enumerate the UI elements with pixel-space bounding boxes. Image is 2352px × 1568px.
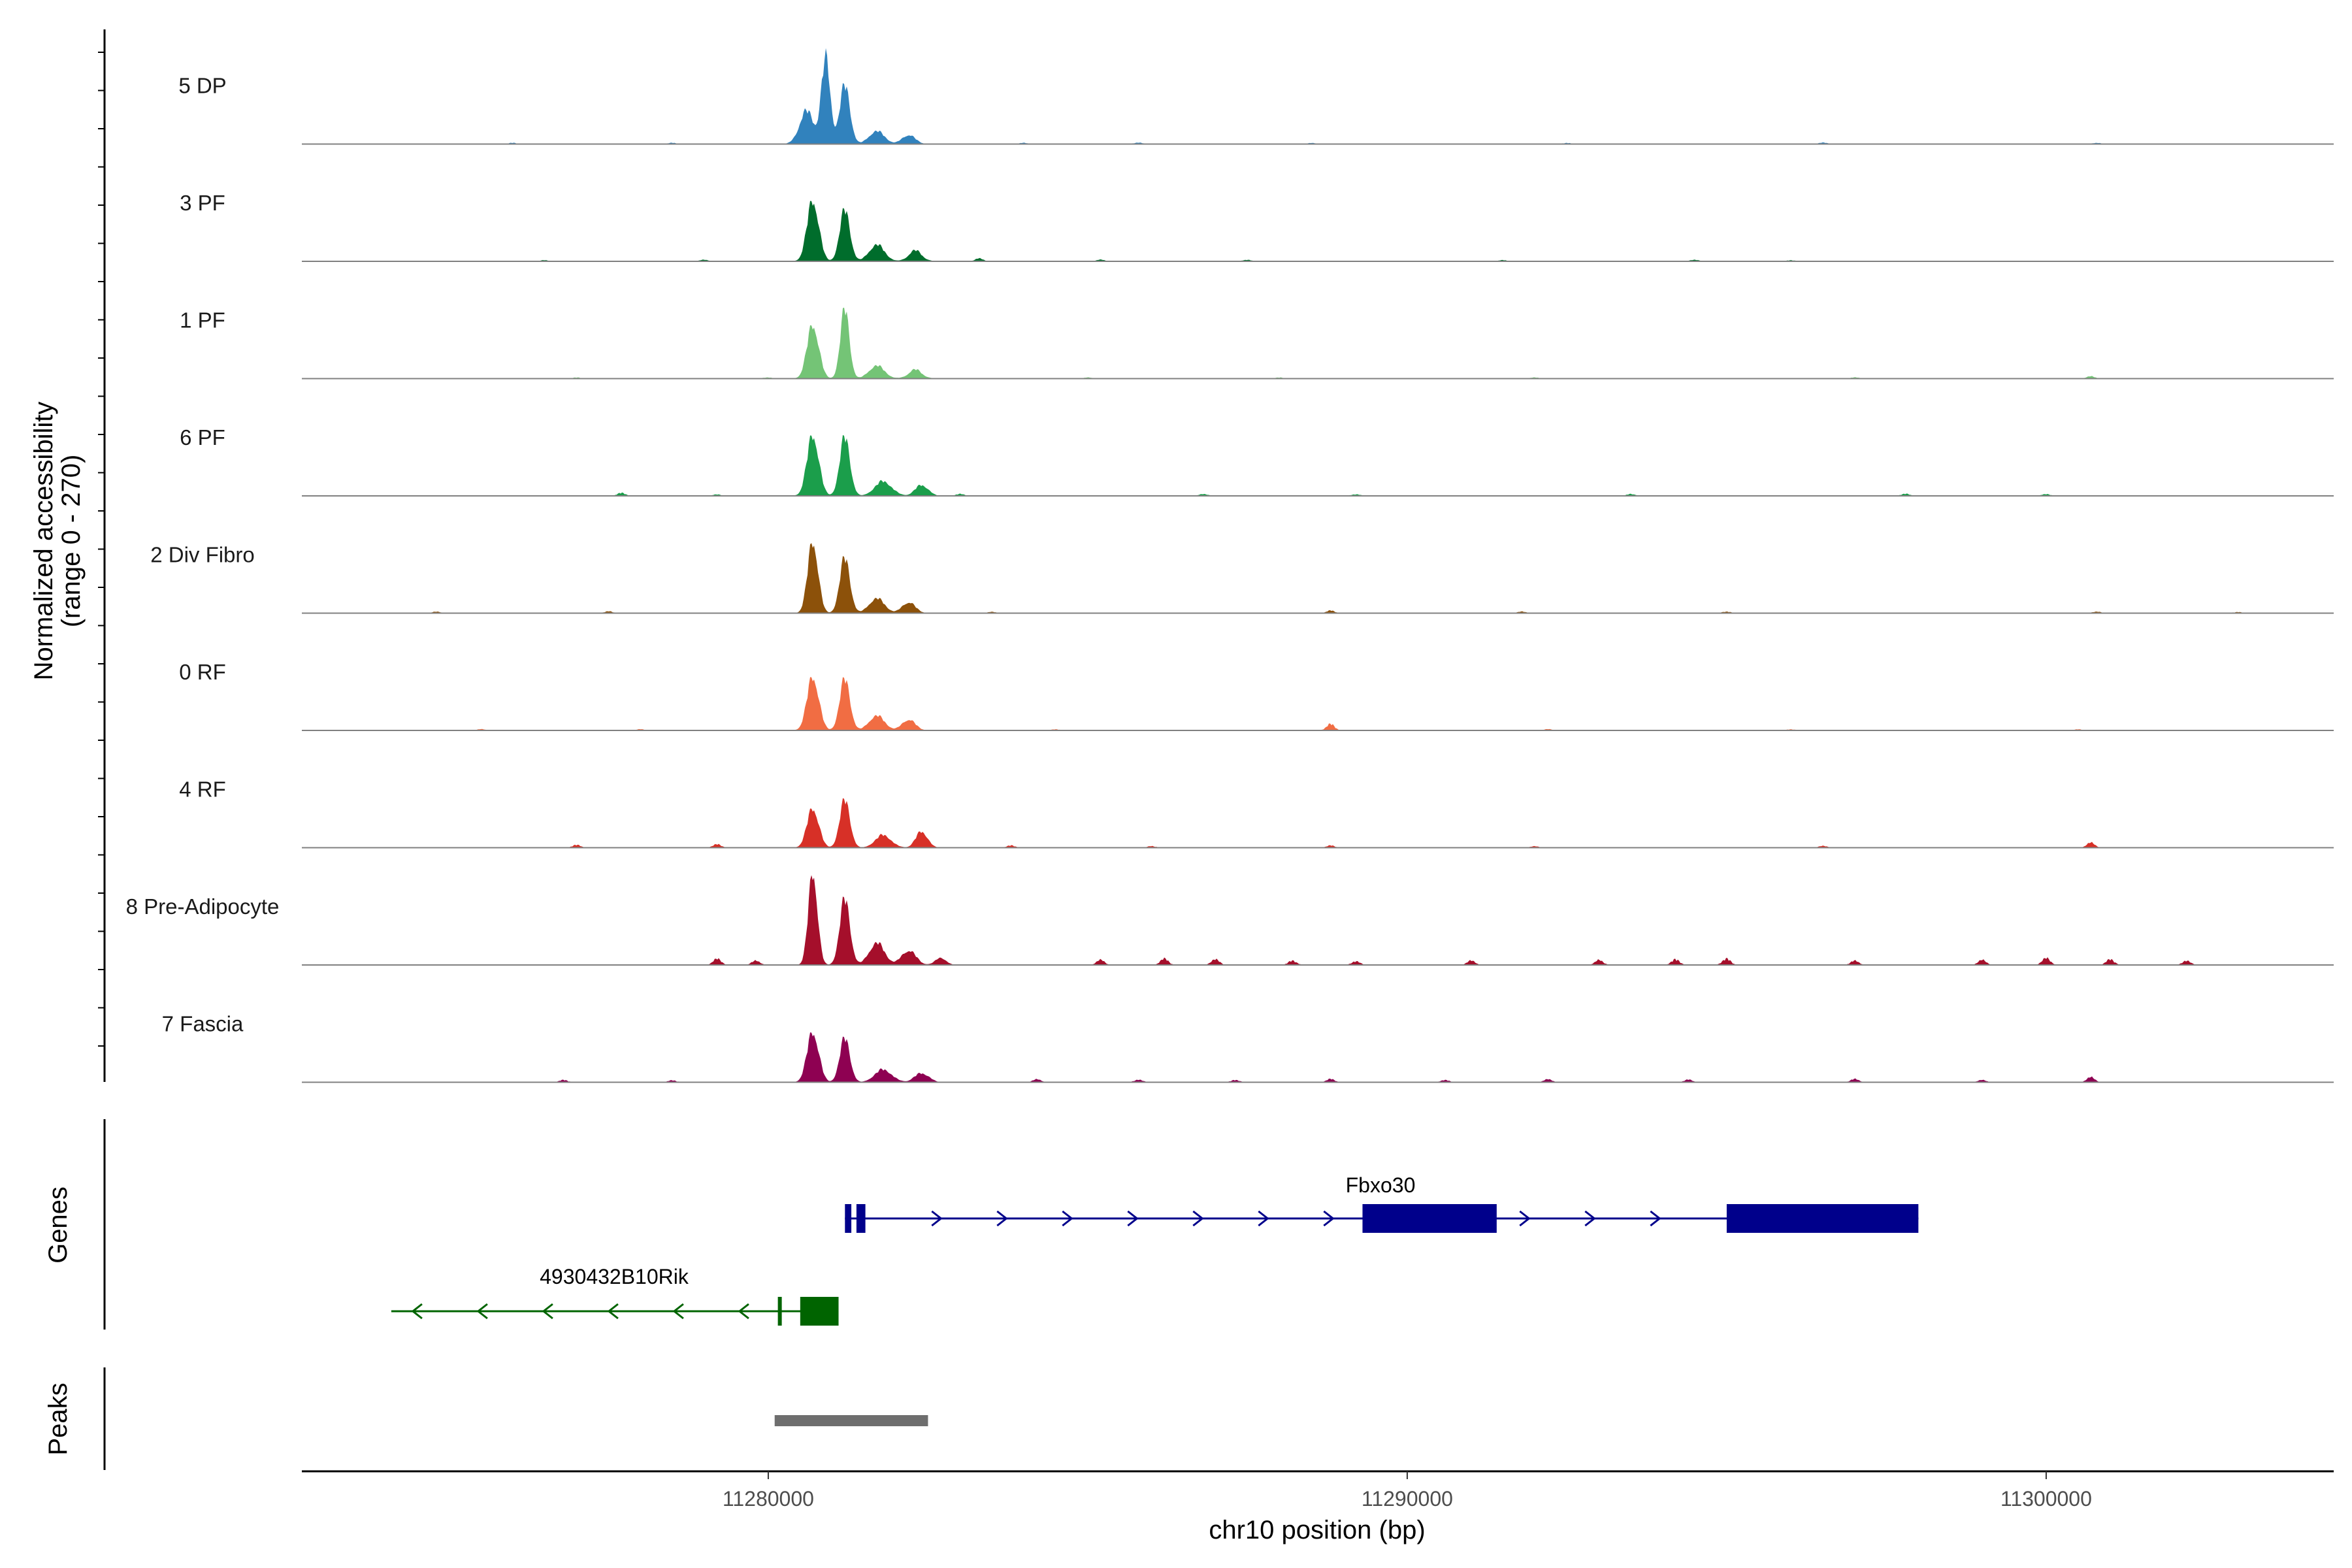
gene-exon: [1362, 1204, 1497, 1233]
track-label: 0 RF: [179, 660, 226, 684]
gene-exon: [777, 1297, 782, 1326]
strand-arrow: [1584, 1210, 1596, 1227]
gene-label: 4930432B10Rik: [540, 1265, 689, 1288]
track-2-div-fibro: 2 Div Fibro: [150, 543, 2334, 614]
strand-arrow: [607, 1303, 619, 1320]
track-label: 7 Fascia: [162, 1012, 244, 1036]
coverage-area: [302, 307, 2334, 379]
track-0-rf: 0 RF: [179, 660, 2334, 731]
strand-arrow: [476, 1303, 488, 1320]
gene-exon: [800, 1297, 839, 1326]
strand-arrow: [672, 1303, 684, 1320]
strand-arrow: [738, 1303, 749, 1320]
x-tick-label: 11280000: [723, 1487, 814, 1511]
x-tick-label: 11290000: [1362, 1487, 1453, 1511]
axis-layer: 11280000 11290000 11300000: [98, 29, 2334, 1511]
strand-arrow: [996, 1210, 1008, 1227]
strand-arrow: [542, 1303, 553, 1320]
track-label: 5 DP: [178, 74, 226, 98]
coverage-area: [302, 677, 2334, 730]
genes-panel-title: Genes: [44, 1186, 73, 1264]
track-4-rf: 4 RF: [179, 777, 2334, 849]
track-5-dp: 5 DP: [178, 48, 2334, 145]
peaks-panel-title: Peaks: [44, 1382, 73, 1455]
track-label: 2 Div Fibro: [150, 543, 255, 567]
y-axis-title-line1: Normalized accessibility: [29, 402, 58, 681]
track-label: 6 PF: [180, 425, 225, 449]
track-label: 4 RF: [179, 777, 226, 802]
strand-arrow: [1519, 1210, 1531, 1227]
gene-exon: [845, 1204, 852, 1233]
strand-arrow: [411, 1303, 423, 1320]
coverage-layer: 5 DP 3 PF 1 PF 6 PF 2 Div Fibro 0 RF 4 RF 8 Pre…: [126, 48, 2334, 1083]
track-6-pf: 6 PF: [180, 425, 2334, 497]
track-label: 1 PF: [180, 308, 225, 333]
coverage-area: [302, 434, 2334, 496]
gene-exon: [856, 1204, 866, 1233]
track-1-pf: 1 PF: [180, 307, 2334, 380]
strand-arrow: [1192, 1210, 1204, 1227]
track-7-fascia: 7 Fascia: [162, 1012, 2334, 1083]
strand-arrow: [1323, 1210, 1335, 1227]
y-axis-title-line2: (range 0 - 270): [57, 455, 86, 628]
gene-fbxo30: Fbxo30: [845, 1173, 1919, 1233]
strand-arrow: [931, 1210, 943, 1227]
peak-bar: [774, 1415, 928, 1426]
gene-label: Fbxo30: [1346, 1173, 1416, 1197]
gene-4930432b10rik: 4930432B10Rik: [391, 1265, 839, 1326]
gene-exon: [1726, 1204, 1919, 1233]
coverage-area: [302, 48, 2334, 144]
strand-arrow: [1127, 1210, 1139, 1227]
coverage-area: [302, 875, 2334, 965]
x-tick-label: 11300000: [2001, 1487, 2092, 1511]
coverage-area: [302, 543, 2334, 613]
strand-arrow: [1650, 1210, 1661, 1227]
track-label: 8 Pre-Adipocyte: [126, 894, 280, 919]
strand-arrow: [1062, 1210, 1073, 1227]
coverage-area: [302, 798, 2334, 848]
peak-layer: [774, 1415, 928, 1426]
track-8-pre-adipocyte: 8 Pre-Adipocyte: [126, 875, 2334, 966]
x-axis-title: chr10 position (bp): [1209, 1516, 1425, 1544]
track-label: 3 PF: [180, 191, 225, 215]
strand-arrow: [1258, 1210, 1269, 1227]
coverage-area: [302, 201, 2334, 261]
gene-layer: Fbxo30 4930432B10Rik: [391, 1173, 1919, 1326]
coverage-area: [302, 1032, 2334, 1083]
track-3-pf: 3 PF: [180, 191, 2334, 262]
